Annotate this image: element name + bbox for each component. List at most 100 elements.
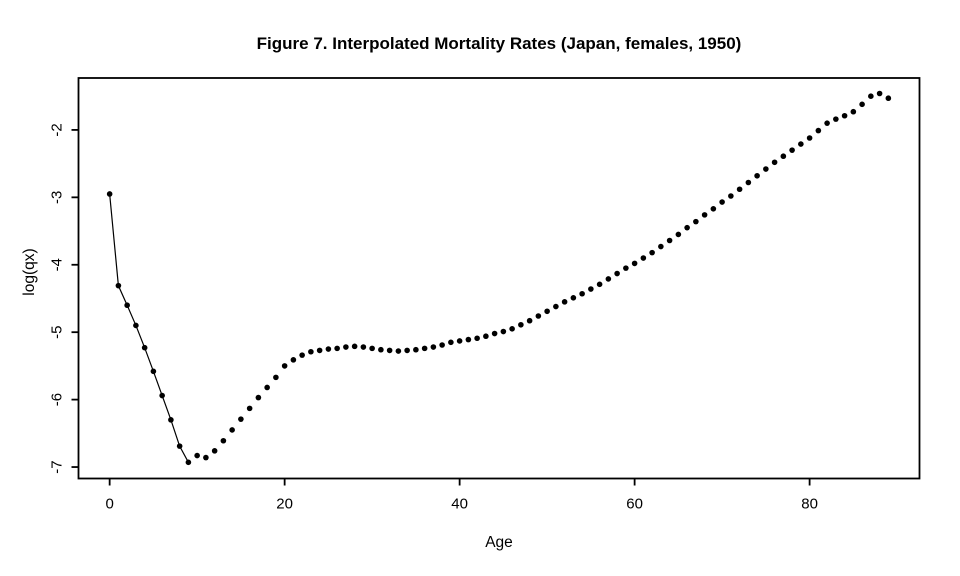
data-point xyxy=(745,179,752,186)
data-point xyxy=(798,141,804,147)
data-point xyxy=(631,260,638,267)
data-point xyxy=(413,346,419,353)
y-tick-label: -4 xyxy=(49,258,66,271)
x-tick-label: 40 xyxy=(451,496,468,513)
data-point xyxy=(491,330,498,337)
data-point xyxy=(710,206,717,212)
data-point xyxy=(885,95,892,102)
data-point xyxy=(684,224,690,231)
y-tick-label: -3 xyxy=(49,191,66,204)
data-point xyxy=(859,101,865,108)
data-point xyxy=(299,352,305,358)
data-point xyxy=(666,237,673,244)
y-tick-label: -6 xyxy=(49,393,66,406)
data-point xyxy=(824,120,830,126)
x-tick-label: 80 xyxy=(801,496,818,513)
data-point xyxy=(841,112,848,119)
data-point xyxy=(518,321,524,328)
y-tick-label: -2 xyxy=(49,123,66,136)
data-point xyxy=(421,345,428,352)
data-point xyxy=(640,255,647,261)
data-point xyxy=(430,344,437,350)
plot-area: 0 20 40 60 80 -7 -6 -5 -4 -3 -2 xyxy=(49,77,921,513)
data-point xyxy=(509,326,515,332)
data-point xyxy=(474,335,480,342)
data-point xyxy=(133,322,139,329)
data-point xyxy=(395,348,402,354)
data-point xyxy=(369,345,375,352)
data-point xyxy=(159,392,165,399)
data-point xyxy=(141,344,148,351)
data-point xyxy=(728,193,734,199)
data-point xyxy=(273,374,279,381)
data-point xyxy=(763,166,769,172)
data-point xyxy=(605,276,612,282)
data-point xyxy=(483,333,489,340)
data-point xyxy=(220,437,227,444)
data-point xyxy=(378,346,384,353)
data-point xyxy=(588,286,594,292)
data-point xyxy=(526,317,533,324)
data-point xyxy=(754,172,760,179)
data-point xyxy=(386,347,393,354)
data-point xyxy=(448,339,454,346)
data-point xyxy=(150,368,157,375)
data-point xyxy=(623,265,629,271)
y-tick-label: -7 xyxy=(49,460,66,473)
data-point xyxy=(596,281,603,288)
data-point xyxy=(168,417,174,423)
data-point xyxy=(833,116,839,122)
x-tick-label: 20 xyxy=(276,496,293,513)
data-point xyxy=(404,347,410,354)
data-point xyxy=(579,290,585,297)
data-point xyxy=(719,199,725,205)
data-point xyxy=(176,443,183,449)
data-point xyxy=(465,336,472,343)
data-point xyxy=(806,135,813,141)
data-point xyxy=(281,363,288,369)
data-point xyxy=(544,308,550,315)
data-point xyxy=(185,459,192,466)
figure-title: Figure 7. Interpolated Mortality Rates (… xyxy=(256,34,742,53)
data-point xyxy=(535,313,542,319)
data-point xyxy=(868,93,874,100)
data-point xyxy=(850,108,857,115)
data-point xyxy=(194,452,200,459)
data-point xyxy=(290,357,297,363)
data-point xyxy=(736,186,743,193)
data-point xyxy=(264,384,270,391)
data-point xyxy=(815,127,822,134)
data-point xyxy=(246,405,253,412)
data-point xyxy=(308,348,314,355)
data-point xyxy=(255,394,262,401)
x-axis-label: Age xyxy=(485,534,513,551)
data-point xyxy=(334,345,340,352)
data-point xyxy=(351,343,358,350)
data-point xyxy=(570,295,577,301)
y-tick-label: -5 xyxy=(49,326,66,339)
y-axis-label: log(qx) xyxy=(21,248,38,296)
data-point xyxy=(561,299,568,305)
connector-line xyxy=(109,193,189,463)
data-point xyxy=(649,249,655,256)
data-point xyxy=(675,231,682,238)
data-point xyxy=(229,427,235,433)
data-point xyxy=(203,454,209,461)
data-point xyxy=(456,338,463,344)
data-point xyxy=(780,153,787,160)
data-point xyxy=(238,416,244,422)
data-point xyxy=(500,328,507,335)
x-tick-label: 0 xyxy=(105,496,113,513)
data-point xyxy=(614,270,620,277)
data-point xyxy=(771,159,778,166)
data-point xyxy=(701,212,708,218)
data-point xyxy=(325,346,332,352)
data-point xyxy=(439,342,445,348)
data-point xyxy=(360,344,367,350)
data-point xyxy=(211,448,218,454)
data-point xyxy=(693,218,699,225)
plot-box xyxy=(77,77,921,480)
data-point xyxy=(789,147,795,153)
